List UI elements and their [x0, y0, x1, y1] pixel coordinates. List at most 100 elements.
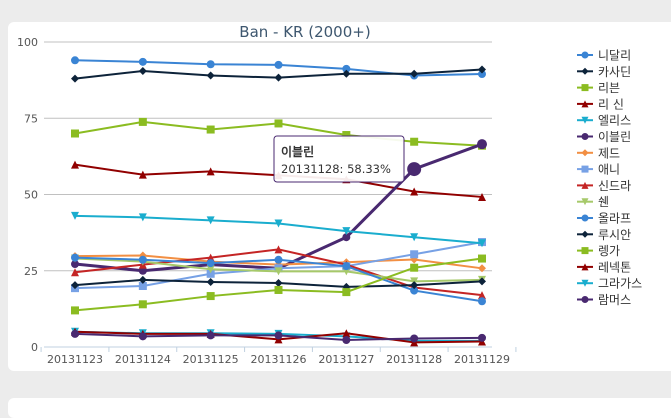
- data-point[interactable]: [71, 281, 79, 290]
- data-point[interactable]: [206, 60, 215, 69]
- data-point[interactable]: [206, 253, 215, 262]
- data-point[interactable]: [71, 56, 79, 65]
- data-point[interactable]: [138, 57, 147, 66]
- legend-item[interactable]: 니달리: [577, 49, 631, 63]
- data-point[interactable]: [342, 329, 351, 338]
- series-2[interactable]: [71, 117, 486, 150]
- legend-item[interactable]: 제드: [577, 146, 620, 160]
- data-point[interactable]: [206, 292, 215, 301]
- data-point[interactable]: [274, 219, 283, 228]
- series-10[interactable]: [71, 253, 486, 306]
- data-point[interactable]: [274, 60, 283, 69]
- legend-item[interactable]: 신드라: [577, 179, 631, 193]
- data-point[interactable]: [274, 73, 283, 82]
- data-point[interactable]: [206, 259, 215, 268]
- data-point[interactable]: [274, 267, 283, 276]
- data-point[interactable]: [478, 239, 486, 248]
- data-point[interactable]: [342, 335, 351, 344]
- data-point[interactable]: [410, 281, 419, 290]
- legend-item[interactable]: 리븐: [577, 81, 620, 95]
- data-point[interactable]: [410, 250, 419, 259]
- data-point[interactable]: [71, 160, 79, 169]
- legend-label: 애니: [598, 163, 620, 177]
- data-point[interactable]: [342, 262, 351, 271]
- data-point[interactable]: [407, 162, 422, 177]
- data-point[interactable]: [138, 275, 147, 284]
- series-14[interactable]: [71, 211, 486, 248]
- data-point[interactable]: [71, 260, 79, 269]
- data-point[interactable]: [410, 233, 419, 242]
- legend-item[interactable]: 이블린: [577, 130, 631, 144]
- data-point[interactable]: [71, 268, 79, 277]
- legend-item[interactable]: 애니: [577, 163, 620, 177]
- data-point[interactable]: [138, 170, 147, 179]
- legend-label: 이블린: [598, 130, 631, 144]
- data-point[interactable]: [410, 286, 419, 295]
- data-point[interactable]: [206, 278, 215, 287]
- data-point[interactable]: [342, 233, 351, 242]
- data-point[interactable]: [410, 263, 419, 272]
- data-point[interactable]: [478, 277, 486, 286]
- data-point[interactable]: [478, 291, 486, 300]
- data-point[interactable]: [274, 285, 283, 294]
- data-point[interactable]: [138, 266, 147, 275]
- data-point[interactable]: [478, 70, 486, 79]
- series-12[interactable]: [71, 254, 486, 315]
- data-point[interactable]: [138, 66, 147, 75]
- data-point[interactable]: [478, 264, 486, 273]
- data-point[interactable]: [138, 300, 147, 309]
- data-point[interactable]: [478, 254, 486, 263]
- data-point[interactable]: [71, 211, 79, 220]
- data-point[interactable]: [410, 334, 419, 343]
- data-point[interactable]: [206, 331, 215, 340]
- data-point[interactable]: [206, 125, 215, 134]
- data-point[interactable]: [477, 139, 487, 150]
- series-15[interactable]: [71, 329, 486, 344]
- series-11[interactable]: [71, 275, 486, 291]
- data-point[interactable]: [71, 329, 79, 338]
- series-1[interactable]: [71, 65, 486, 83]
- data-point[interactable]: [206, 167, 215, 176]
- data-point[interactable]: [342, 131, 351, 140]
- data-point[interactable]: [206, 269, 215, 278]
- legend-item[interactable]: 엘리스: [577, 114, 631, 128]
- legend-item[interactable]: 람머스: [577, 293, 631, 307]
- data-point[interactable]: [206, 71, 215, 80]
- data-point[interactable]: [274, 119, 283, 128]
- data-point[interactable]: [274, 278, 283, 287]
- legend-item[interactable]: 그라가스: [577, 277, 642, 291]
- data-point[interactable]: [410, 187, 419, 196]
- data-point[interactable]: [478, 333, 486, 342]
- data-point[interactable]: [410, 69, 419, 78]
- data-point[interactable]: [71, 129, 79, 138]
- data-point[interactable]: [138, 332, 147, 341]
- legend-item[interactable]: 렝가: [577, 244, 620, 258]
- data-point[interactable]: [342, 69, 351, 78]
- data-point[interactable]: [138, 282, 147, 290]
- legend-item[interactable]: 리 신: [577, 97, 624, 111]
- data-point[interactable]: [71, 306, 79, 315]
- data-point[interactable]: [274, 255, 283, 264]
- legend-item[interactable]: 쉔: [577, 195, 609, 209]
- data-point[interactable]: [138, 117, 147, 126]
- legend-item[interactable]: 올라프: [577, 212, 631, 226]
- legend-item[interactable]: 카사딘: [577, 65, 631, 79]
- data-point[interactable]: [478, 65, 486, 74]
- data-point[interactable]: [342, 288, 351, 297]
- data-point[interactable]: [206, 216, 215, 225]
- data-point[interactable]: [342, 227, 351, 236]
- data-point[interactable]: [478, 297, 486, 306]
- data-point[interactable]: [71, 74, 79, 83]
- legend-item[interactable]: 레넥톤: [577, 260, 631, 274]
- data-point[interactable]: [274, 245, 283, 254]
- legend-label: 제드: [598, 146, 620, 160]
- data-point[interactable]: [138, 213, 147, 222]
- data-point[interactable]: [206, 265, 215, 274]
- data-point[interactable]: [138, 255, 147, 264]
- data-point[interactable]: [478, 192, 486, 201]
- data-point[interactable]: [410, 137, 419, 146]
- data-point[interactable]: [71, 253, 79, 262]
- data-point[interactable]: [274, 331, 283, 340]
- data-point[interactable]: [342, 64, 351, 73]
- legend-item[interactable]: 루시안: [577, 228, 631, 242]
